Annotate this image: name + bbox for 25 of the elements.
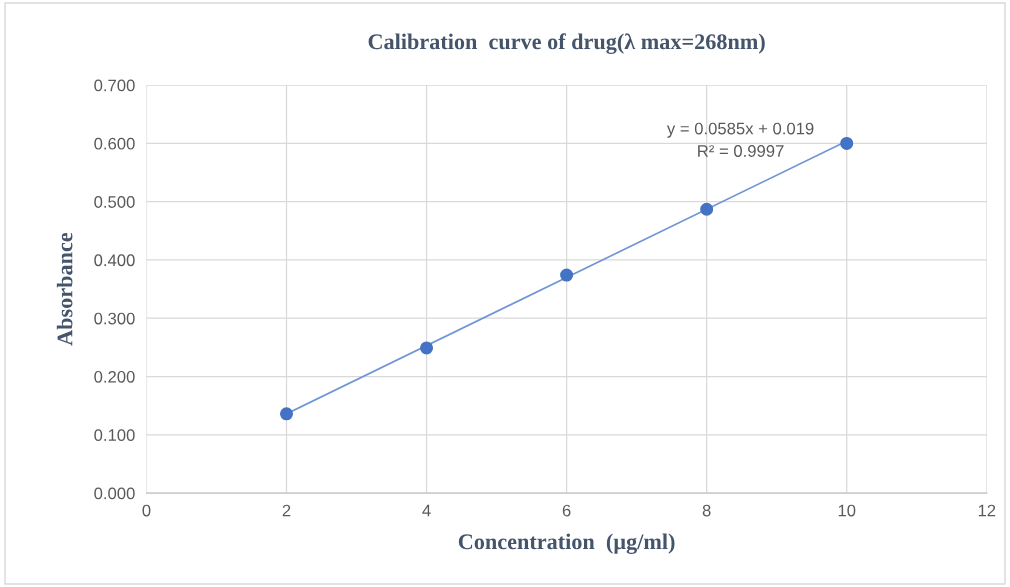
x-tick-label: 6 <box>562 504 571 517</box>
x-tick-label: 2 <box>282 504 291 517</box>
chart-title: Calibration curve of drug(λ max=268nm) <box>368 33 765 54</box>
x-tick-label: 4 <box>422 504 431 517</box>
y-tick-label: 0.600 <box>94 137 135 150</box>
x-tick-label: 10 <box>838 504 856 517</box>
y-tick-label: 0.500 <box>94 196 135 208</box>
y-tick-label: 0.300 <box>94 312 135 325</box>
y-tick-label: 0.700 <box>94 79 135 92</box>
y-tick-label: 0.400 <box>94 254 135 267</box>
x-tick-label: 12 <box>978 504 996 517</box>
y-tick-label: 0.100 <box>94 429 135 441</box>
annotation: y = 0.0585x + 0.019 <box>666 122 814 138</box>
y-axis-title: Absorbance <box>56 232 73 346</box>
x-tick-label: 8 <box>702 504 711 517</box>
x-axis-title: Concentration (µg/ml) <box>458 533 675 554</box>
point <box>560 268 574 282</box>
point <box>279 407 294 421</box>
point <box>840 136 854 150</box>
y-tick-label: 0.000 <box>94 487 135 500</box>
point <box>420 341 434 355</box>
y-tick-label: 0.200 <box>94 370 135 383</box>
annotation: R² = 0.9997 <box>698 145 784 157</box>
point <box>700 202 714 216</box>
x-tick-label: 0 <box>142 504 151 517</box>
